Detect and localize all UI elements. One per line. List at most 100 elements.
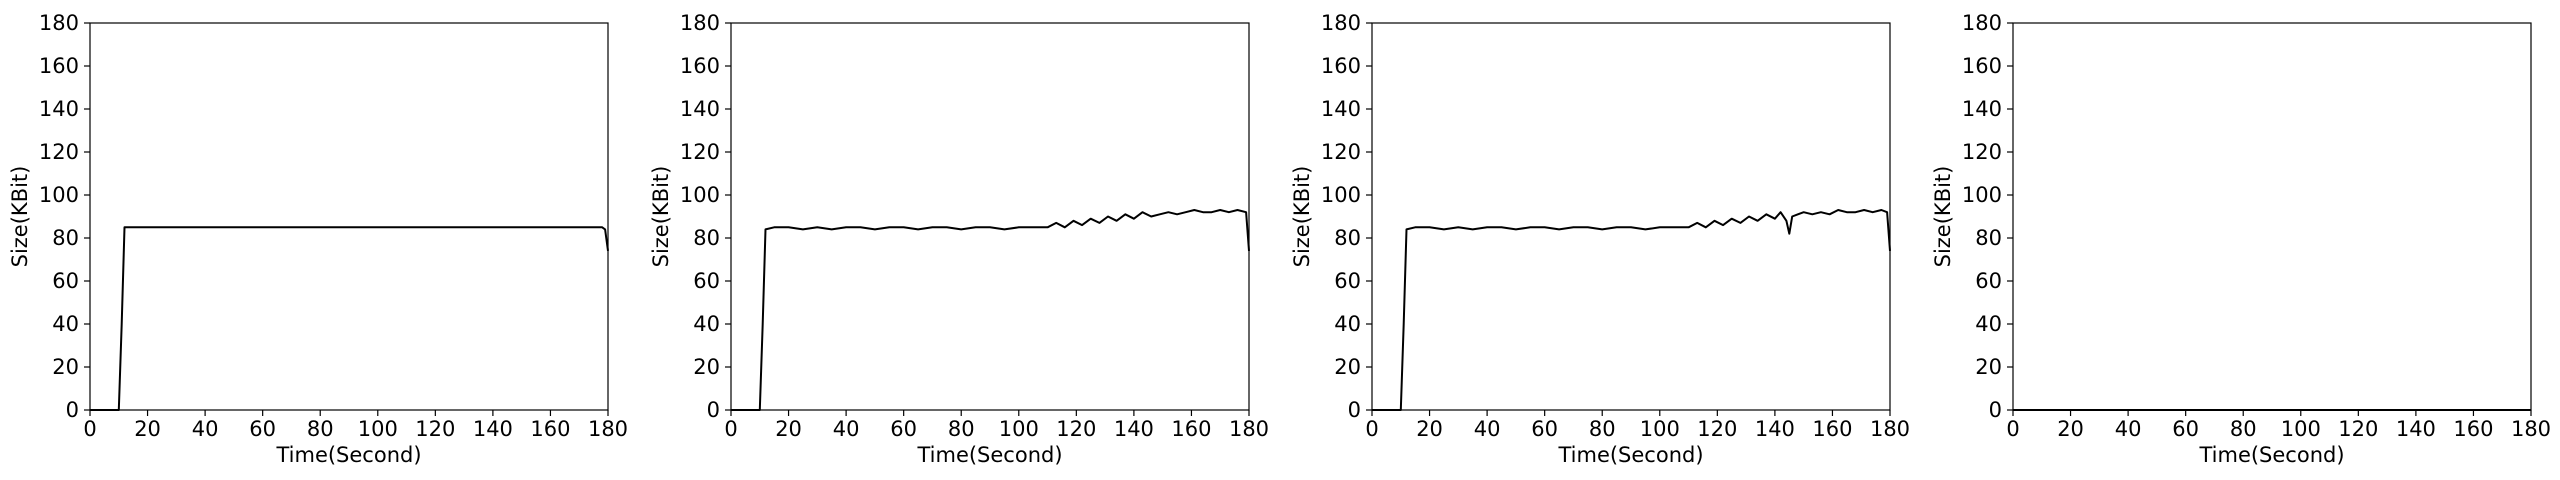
plot-frame (730, 22, 1250, 411)
y-tick-label: 0 (1348, 398, 1361, 422)
x-tick-label: 60 (1531, 417, 1558, 441)
chart-panel-1: 0 20 40 60 80 100 120 140 160 180 0 20 40 60 80 100 120 1… (8, 11, 628, 467)
y-tick-label: 60 (693, 269, 720, 293)
x-tick-label: 140 (1114, 417, 1154, 441)
plot-frame (89, 22, 609, 411)
x-tick-label: 80 (307, 417, 334, 441)
y-tick-label: 20 (1334, 355, 1361, 379)
y-tick-label: 160 (39, 54, 79, 78)
x-tick-label: 140 (2396, 417, 2436, 441)
x-tick-label: 20 (134, 417, 161, 441)
x-tick-label: 80 (948, 417, 975, 441)
y-tick-label: 120 (1962, 140, 2002, 164)
plot-frame (1371, 22, 1891, 411)
x-tick-label: 160 (1171, 417, 1211, 441)
x-tick-label: 120 (415, 417, 455, 441)
x-tick-label: 60 (890, 417, 917, 441)
y-tick-label: 160 (680, 54, 720, 78)
y-tick-label: 180 (1321, 11, 1361, 35)
y-tick-label: 60 (1334, 269, 1361, 293)
x-axis-label: Time(Second) (916, 443, 1062, 467)
y-tick-label: 40 (1975, 312, 2002, 336)
y-tick-label: 80 (52, 226, 79, 250)
chart-panel-2: 0 20 40 60 80 100 120 140 160 180 0 20 40 60 80 100 120 1… (649, 11, 1269, 467)
y-tick-label: 40 (1334, 312, 1361, 336)
x-tick-label: 20 (2057, 417, 2084, 441)
y-tick-label: 100 (1321, 183, 1361, 207)
y-tick-label: 160 (1962, 54, 2002, 78)
y-tick-label: 140 (39, 97, 79, 121)
y-tick-label: 60 (52, 269, 79, 293)
y-tick-label: 140 (680, 97, 720, 121)
y-axis-label: Size(KBit) (1931, 166, 1955, 268)
y-tick-label: 80 (693, 226, 720, 250)
x-tick-label: 0 (2006, 417, 2019, 441)
x-tick-label: 60 (2172, 417, 2199, 441)
y-tick-label: 120 (39, 140, 79, 164)
series-line-1 (731, 209, 1250, 411)
x-tick-label: 140 (473, 417, 513, 441)
y-tick-label: 20 (52, 355, 79, 379)
x-tick-label: 20 (775, 417, 802, 441)
y-tick-label: 40 (52, 312, 79, 336)
y-tick-label: 60 (1975, 269, 2002, 293)
y-axis-label: Size(KBit) (8, 166, 32, 268)
x-tick-label: 180 (1870, 417, 1910, 441)
x-tick-label: 180 (1229, 417, 1269, 441)
x-tick-label: 40 (1474, 417, 1501, 441)
chart-panel-4: 0 20 40 60 80 100 120 140 160 180 0 20 40 60 80 100 120 1… (1931, 11, 2551, 467)
y-tick-label: 120 (680, 140, 720, 164)
y-tick-label: 80 (1975, 226, 2002, 250)
y-tick-label: 180 (39, 11, 79, 35)
x-tick-label: 40 (833, 417, 860, 441)
x-tick-label: 60 (249, 417, 276, 441)
x-tick-label: 20 (1416, 417, 1443, 441)
y-tick-label: 40 (693, 312, 720, 336)
x-tick-label: 40 (192, 417, 219, 441)
plot-frame (2012, 22, 2532, 411)
x-tick-label: 120 (1697, 417, 1737, 441)
x-tick-label: 40 (2115, 417, 2142, 441)
y-tick-label: 100 (1962, 183, 2002, 207)
x-tick-label: 160 (530, 417, 570, 441)
y-tick-label: 0 (1989, 398, 2002, 422)
chart-panel-3: 0 20 40 60 80 100 120 140 160 180 0 20 40 60 80 100 120 1… (1290, 11, 1910, 467)
y-tick-label: 120 (1321, 140, 1361, 164)
x-tick-label: 120 (1056, 417, 1096, 441)
x-tick-label: 0 (1365, 417, 1378, 441)
x-tick-label: 100 (358, 417, 398, 441)
x-axis-label: Time(Second) (275, 443, 421, 467)
y-tick-label: 140 (1321, 97, 1361, 121)
series-line-1 (1372, 209, 1891, 411)
y-tick-label: 0 (66, 398, 79, 422)
x-tick-label: 100 (2281, 417, 2321, 441)
series-line-1 (90, 226, 609, 411)
x-tick-label: 160 (1812, 417, 1852, 441)
y-tick-label: 100 (39, 183, 79, 207)
x-tick-label: 160 (2453, 417, 2493, 441)
y-tick-label: 80 (1334, 226, 1361, 250)
x-tick-label: 180 (2511, 417, 2551, 441)
x-tick-label: 140 (1755, 417, 1795, 441)
y-tick-label: 0 (707, 398, 720, 422)
x-tick-label: 80 (1589, 417, 1616, 441)
x-tick-label: 100 (999, 417, 1039, 441)
x-axis-label: Time(Second) (2198, 443, 2344, 467)
x-tick-label: 0 (83, 417, 96, 441)
x-axis-label: Time(Second) (1557, 443, 1703, 467)
y-tick-label: 100 (680, 183, 720, 207)
y-tick-label: 160 (1321, 54, 1361, 78)
y-tick-label: 180 (680, 11, 720, 35)
x-tick-label: 100 (1640, 417, 1680, 441)
y-axis-label: Size(KBit) (1290, 166, 1314, 268)
x-tick-label: 80 (2230, 417, 2257, 441)
y-tick-label: 20 (1975, 355, 2002, 379)
x-tick-label: 0 (724, 417, 737, 441)
y-tick-label: 180 (1962, 11, 2002, 35)
x-tick-label: 120 (2338, 417, 2378, 441)
y-tick-label: 140 (1962, 97, 2002, 121)
y-axis-label: Size(KBit) (649, 166, 673, 268)
y-tick-label: 20 (693, 355, 720, 379)
x-tick-label: 180 (588, 417, 628, 441)
